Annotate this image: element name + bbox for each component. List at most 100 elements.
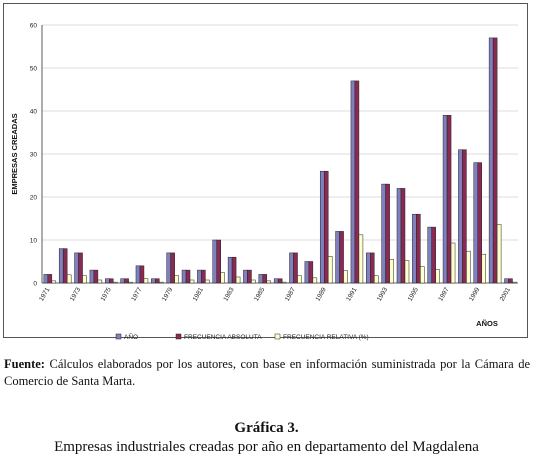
figure-title: Empresas industriales creadas por año en… (54, 439, 479, 455)
x-tick-label: 1975 (100, 286, 113, 302)
x-tick-label: 1983 (222, 286, 235, 302)
bar (512, 281, 517, 284)
x-tick-label: 1973 (69, 286, 82, 302)
bar (128, 281, 133, 284)
bar (308, 261, 314, 284)
bar (216, 239, 221, 284)
bar (247, 269, 252, 284)
legend-label: FRECUENCIA RELATIVA (%) (283, 334, 369, 341)
y-tick-label: 40 (30, 109, 38, 116)
bar (212, 239, 217, 284)
bar (112, 281, 118, 284)
bar (231, 256, 237, 284)
bar (66, 274, 72, 284)
bar (366, 252, 371, 284)
source-text: Cálculos elaborados por los autores, con… (4, 357, 530, 388)
bar (389, 259, 394, 284)
bar (51, 280, 57, 284)
x-tick-label: 1999 (468, 286, 481, 302)
bar (201, 269, 206, 284)
bar (374, 275, 379, 284)
bar (416, 213, 421, 284)
bar (293, 252, 298, 284)
legend-swatch (274, 333, 281, 340)
bar (431, 226, 436, 284)
bar (243, 269, 248, 284)
bar (327, 256, 333, 284)
bar (155, 278, 160, 284)
bar (159, 281, 164, 284)
bar (109, 278, 114, 284)
bar (354, 80, 360, 284)
bar (281, 281, 287, 284)
bar (258, 274, 264, 284)
bar (74, 252, 79, 284)
bar (135, 265, 141, 284)
bar (89, 269, 95, 284)
x-tick-label: 1993 (376, 286, 389, 302)
bar (297, 275, 302, 284)
bar (78, 252, 83, 284)
y-tick-label: 20 (30, 195, 38, 202)
bar (205, 279, 210, 284)
bar (412, 213, 417, 284)
y-tick-label: 50 (30, 66, 38, 73)
legend-swatch (175, 333, 182, 340)
y-tick-label: 0 (33, 281, 37, 288)
source-note: Fuente: Cálculos elaborados por los auto… (4, 356, 530, 390)
bar (273, 278, 279, 284)
x-tick-label: 1989 (315, 286, 328, 302)
bar (385, 183, 390, 284)
x-tick-label: 2001 (499, 286, 512, 302)
bar (504, 278, 509, 284)
bar (235, 276, 241, 284)
y-tick-label: 30 (30, 152, 38, 159)
bar (47, 274, 53, 284)
bar (381, 183, 386, 284)
legend-swatch (115, 333, 122, 340)
x-tick-label: 1997 (437, 286, 450, 302)
bar (105, 278, 110, 284)
bar (82, 275, 87, 284)
x-tick-label: 1977 (130, 286, 143, 302)
bar (323, 170, 329, 284)
x-tick-label: 1985 (253, 286, 266, 302)
x-axis-label: AÑOS (476, 319, 498, 328)
bar (496, 224, 502, 284)
bar (120, 278, 125, 284)
y-tick-label: 10 (30, 238, 38, 245)
legend-label: FRECUENCIA ABSOLUTA (184, 334, 262, 341)
bar (450, 242, 456, 284)
bar (185, 269, 191, 284)
x-tick-label: 1979 (161, 286, 174, 302)
source-label: Fuente: (4, 357, 45, 371)
bar (262, 274, 268, 284)
bar (139, 265, 145, 284)
bar (404, 260, 410, 284)
bar (508, 278, 513, 284)
bar (93, 269, 99, 284)
bar (339, 231, 344, 284)
bar (481, 253, 487, 284)
x-tick-label: 1987 (284, 286, 297, 302)
y-tick-label: 60 (30, 23, 38, 30)
bar (350, 80, 356, 284)
bar (396, 188, 402, 284)
bar (446, 115, 452, 284)
x-tick-label: 1995 (407, 286, 420, 302)
bar (458, 149, 463, 284)
x-tick-label: 1991 (345, 286, 358, 302)
bar (266, 280, 272, 284)
bar (370, 252, 375, 284)
bar (181, 269, 187, 284)
bar (143, 278, 149, 284)
bar (251, 279, 256, 284)
bar (227, 256, 233, 284)
bar (174, 275, 179, 284)
bar (62, 248, 68, 284)
bar-chart: 0 10 20 30 40 50 60 1971 1973 1975 1977 1979 1981 198… (10, 23, 518, 341)
bar (97, 279, 103, 284)
bar (304, 261, 310, 284)
bar (170, 252, 175, 284)
x-tick-label: 1971 (38, 286, 51, 302)
